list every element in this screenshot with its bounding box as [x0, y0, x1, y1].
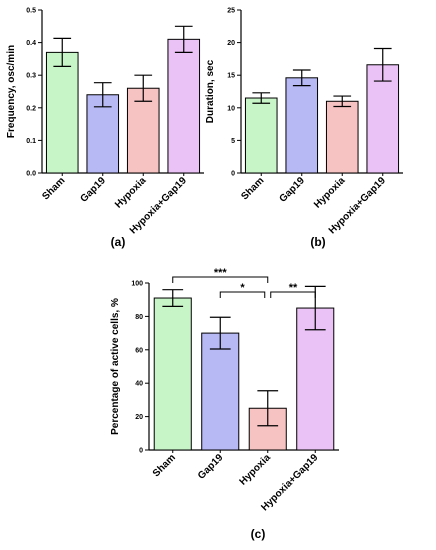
- bar-sham: [153, 297, 192, 451]
- y-tick-label: 10: [227, 105, 235, 112]
- significance-label: ***: [214, 267, 228, 279]
- y-tick-label: 0.3: [26, 73, 36, 80]
- y-axis-label: Frequency, osc/min: [6, 45, 17, 138]
- significance-label: **: [289, 282, 298, 294]
- x-tick-label: Sham: [151, 452, 178, 479]
- y-tick-label: 15: [227, 73, 235, 80]
- x-tick-label: Gap19: [78, 175, 108, 205]
- significance-bracket: [219, 291, 266, 298]
- panel-label: (c): [251, 527, 266, 541]
- x-tick-label: Sham: [40, 175, 67, 202]
- significance-bracket: [270, 291, 316, 298]
- y-tick-label: 80: [135, 314, 143, 321]
- x-tick-label: Hypoxia: [312, 175, 348, 211]
- y-tick-label: 0.2: [26, 105, 36, 112]
- y-tick-label: 0.4: [26, 40, 36, 47]
- bar-hypoxia-gap19: [167, 38, 201, 174]
- bar-hypoxia: [325, 100, 359, 174]
- bar-hypoxia-gap19: [296, 307, 335, 451]
- x-tick-label: Hypoxia: [113, 175, 149, 211]
- panel-label: (a): [111, 235, 126, 249]
- bar-sham: [244, 97, 278, 174]
- significance-label: *: [240, 282, 245, 294]
- y-tick-label: 0: [231, 171, 235, 178]
- y-tick-label: 0.1: [26, 138, 36, 145]
- chart-panel-c: 0 20 40 60 80 100 Percentage of active cells, …: [110, 267, 339, 541]
- y-tick-label: 0.0: [26, 171, 36, 178]
- y-axis-label: Duration, sec: [205, 59, 216, 123]
- y-tick-label: 60: [135, 347, 143, 354]
- y-tick-label: 20: [135, 414, 143, 421]
- x-tick-label: Gap19: [196, 452, 226, 482]
- bar-gap19: [285, 77, 319, 174]
- y-tick-label: 40: [135, 381, 143, 388]
- significance-bracket: [172, 276, 269, 283]
- bar-gap19: [201, 332, 240, 451]
- y-tick-label: 25: [227, 8, 235, 15]
- x-tick-label: Sham: [239, 175, 266, 202]
- x-tick-label: Hypoxia: [238, 452, 274, 488]
- panel-label: (b): [310, 235, 325, 249]
- y-tick-label: 5: [231, 138, 235, 145]
- bar-gap19: [86, 94, 120, 174]
- bar-sham: [45, 51, 79, 174]
- x-tick-label: Gap19: [277, 175, 307, 205]
- chart-panel-a: 0.0 0.1 0.2 0.3 0.4 0.5 Frequency, osc/min Sham…: [6, 8, 204, 249]
- y-tick-label: 100: [131, 281, 143, 288]
- y-tick-label: 20: [227, 40, 235, 47]
- y-tick-label: 0.5: [26, 8, 36, 15]
- y-tick-label: 0: [139, 448, 143, 455]
- y-axis-label: Percentage of active cells, %: [110, 298, 121, 435]
